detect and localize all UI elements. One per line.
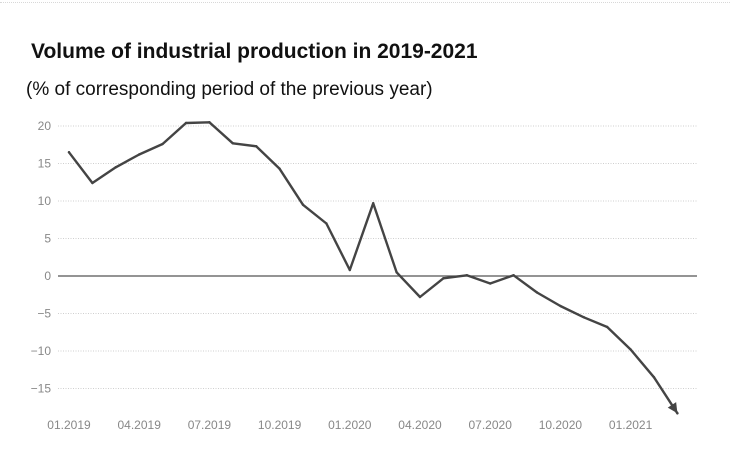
data-point: [301, 203, 305, 206]
series-line: [67, 121, 679, 415]
x-tick-label: 10.2019: [258, 418, 302, 432]
line-end-arrow: [667, 402, 678, 414]
data-point: [114, 166, 118, 169]
data-point: [184, 121, 188, 125]
x-tick-label: 04.2019: [118, 418, 162, 432]
data-point: [652, 376, 656, 379]
top-divider: [0, 2, 730, 3]
data-point: [255, 145, 258, 148]
y-tick-label: 15: [38, 157, 52, 171]
data-point: [395, 271, 398, 274]
x-tick-label: 10.2020: [539, 418, 583, 432]
y-tick-label: 10: [38, 194, 52, 208]
data-point: [512, 274, 515, 277]
data-point: [91, 181, 94, 185]
data-point: [372, 202, 375, 205]
data-point: [559, 304, 562, 308]
data-point: [231, 142, 234, 145]
x-tick-label: 01.2021: [609, 418, 653, 432]
data-point: [629, 348, 632, 351]
data-point: [606, 325, 609, 329]
x-tick-label: 07.2019: [188, 418, 232, 432]
data-point: [418, 295, 422, 299]
x-tick-label: 01.2020: [328, 418, 372, 432]
data-point: [582, 316, 585, 319]
data-point: [465, 274, 468, 277]
chart-subtitle: (% of corresponding period of the previo…: [26, 79, 433, 100]
data-point: [138, 153, 141, 156]
y-tick-label: 5: [44, 232, 51, 246]
y-tick-label: 0: [44, 269, 51, 283]
data-point: [67, 151, 71, 154]
x-tick-label: 04.2020: [398, 418, 442, 432]
y-tick-label: −10: [31, 344, 52, 358]
data-point: [208, 121, 211, 124]
y-tick-label: −5: [37, 307, 51, 321]
data-point: [489, 282, 492, 285]
data-point: [442, 277, 445, 280]
y-tick-label: −15: [31, 382, 52, 396]
x-tick-label: 07.2020: [469, 418, 513, 432]
data-point: [325, 222, 328, 225]
chart-title: Volume of industrial production in 2019-…: [31, 40, 478, 63]
data-point: [161, 142, 164, 146]
data-point: [278, 167, 281, 170]
data-point: [348, 268, 351, 272]
x-tick-label: 01.2019: [47, 418, 91, 432]
data-point: [535, 291, 539, 294]
y-tick-label: 20: [38, 119, 52, 133]
